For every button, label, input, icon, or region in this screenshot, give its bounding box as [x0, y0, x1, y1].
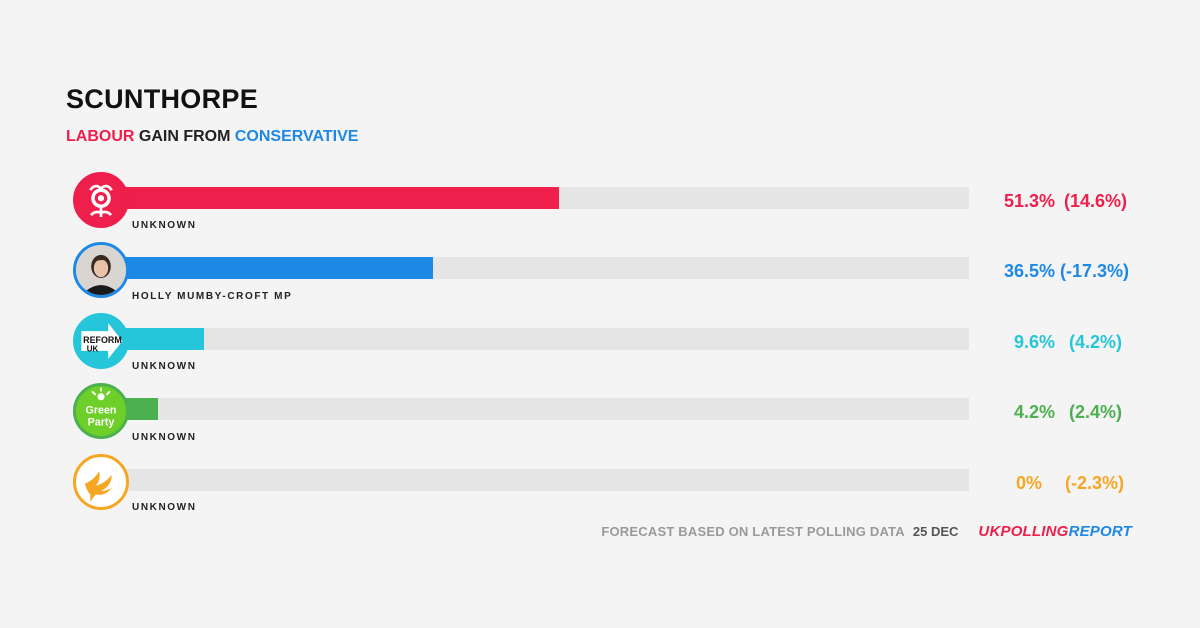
labour-rose-icon	[73, 172, 129, 228]
vote-share: 0%	[1015, 473, 1042, 493]
vote-change: (-17.3%)	[1060, 261, 1130, 281]
vote-change: (2.4%)	[1069, 402, 1123, 422]
candidate-photo	[73, 242, 129, 298]
libdem-bird-icon	[73, 454, 129, 510]
vote-share: 51.3%	[1003, 191, 1055, 211]
reform-logo-uk: UK	[87, 345, 99, 354]
vote-share: 4.2%	[1013, 402, 1055, 422]
party-row-green: UNKNOWN 4.2% (2.4%) Green Party	[0, 381, 1200, 451]
bar-track	[122, 328, 969, 350]
candidate-name: HOLLY MUMBY-CROFT MP	[132, 291, 293, 302]
green-party-logo-icon: Green Party	[73, 383, 129, 439]
vote-change: (-2.3%)	[1065, 473, 1125, 493]
vote-share: 36.5%	[1003, 261, 1055, 281]
party-row-conservative: HOLLY MUMBY-CROFT MP 36.5% (-17.3%)	[0, 240, 1200, 310]
reform-uk-logo-icon: REFORM UK	[73, 313, 129, 369]
subtitle-connector: GAIN FROM	[134, 128, 235, 145]
bar-fill-conservative	[122, 257, 433, 279]
candidate-name: UNKNOWN	[132, 432, 197, 443]
bar-fill-green	[122, 398, 158, 420]
candidate-name: UNKNOWN	[132, 220, 197, 231]
vote-change: (14.6%)	[1064, 191, 1128, 211]
bar-track	[122, 398, 969, 420]
party-row-libdem: UNKNOWN 0% (-2.3%)	[0, 452, 1200, 522]
bar-track	[122, 257, 969, 279]
green-logo-text: Green	[86, 405, 117, 417]
winner-party: LABOUR	[66, 128, 135, 145]
reform-logo-text: REFORM	[83, 335, 122, 345]
brand-uk: UK	[978, 523, 1001, 540]
bar-track	[122, 187, 969, 209]
brand-logo[interactable]: UKPOLLINGREPORT	[978, 523, 1132, 540]
party-row-reform: UNKNOWN 9.6% (4.2%) REFORM UK	[0, 311, 1200, 381]
result-subtitle: LABOUR GAIN FROM CONSERVATIVE	[66, 128, 358, 146]
brand-polling: POLLING	[1000, 523, 1069, 540]
chart-footer: FORECAST BASED ON LATEST POLLING DATA 25…	[601, 523, 1132, 540]
candidate-name: UNKNOWN	[132, 361, 197, 372]
bar-fill-reform	[122, 328, 204, 350]
candidate-name: UNKNOWN	[132, 502, 197, 513]
vote-share: 9.6%	[1013, 332, 1055, 352]
bar-fill-labour	[122, 187, 559, 209]
party-row-labour: UNKNOWN 51.3% (14.6%)	[0, 170, 1200, 240]
constituency-title: SCUNTHORPE	[66, 84, 259, 114]
forecast-date: 25 DEC	[912, 524, 959, 539]
loser-party: CONSERVATIVE	[234, 128, 359, 145]
brand-report: REPORT	[1068, 523, 1132, 540]
green-logo-party: Party	[88, 416, 115, 428]
forecast-note: FORECAST BASED ON LATEST POLLING DATA	[601, 524, 905, 539]
vote-change: (4.2%)	[1069, 332, 1123, 352]
bar-track	[122, 469, 969, 491]
